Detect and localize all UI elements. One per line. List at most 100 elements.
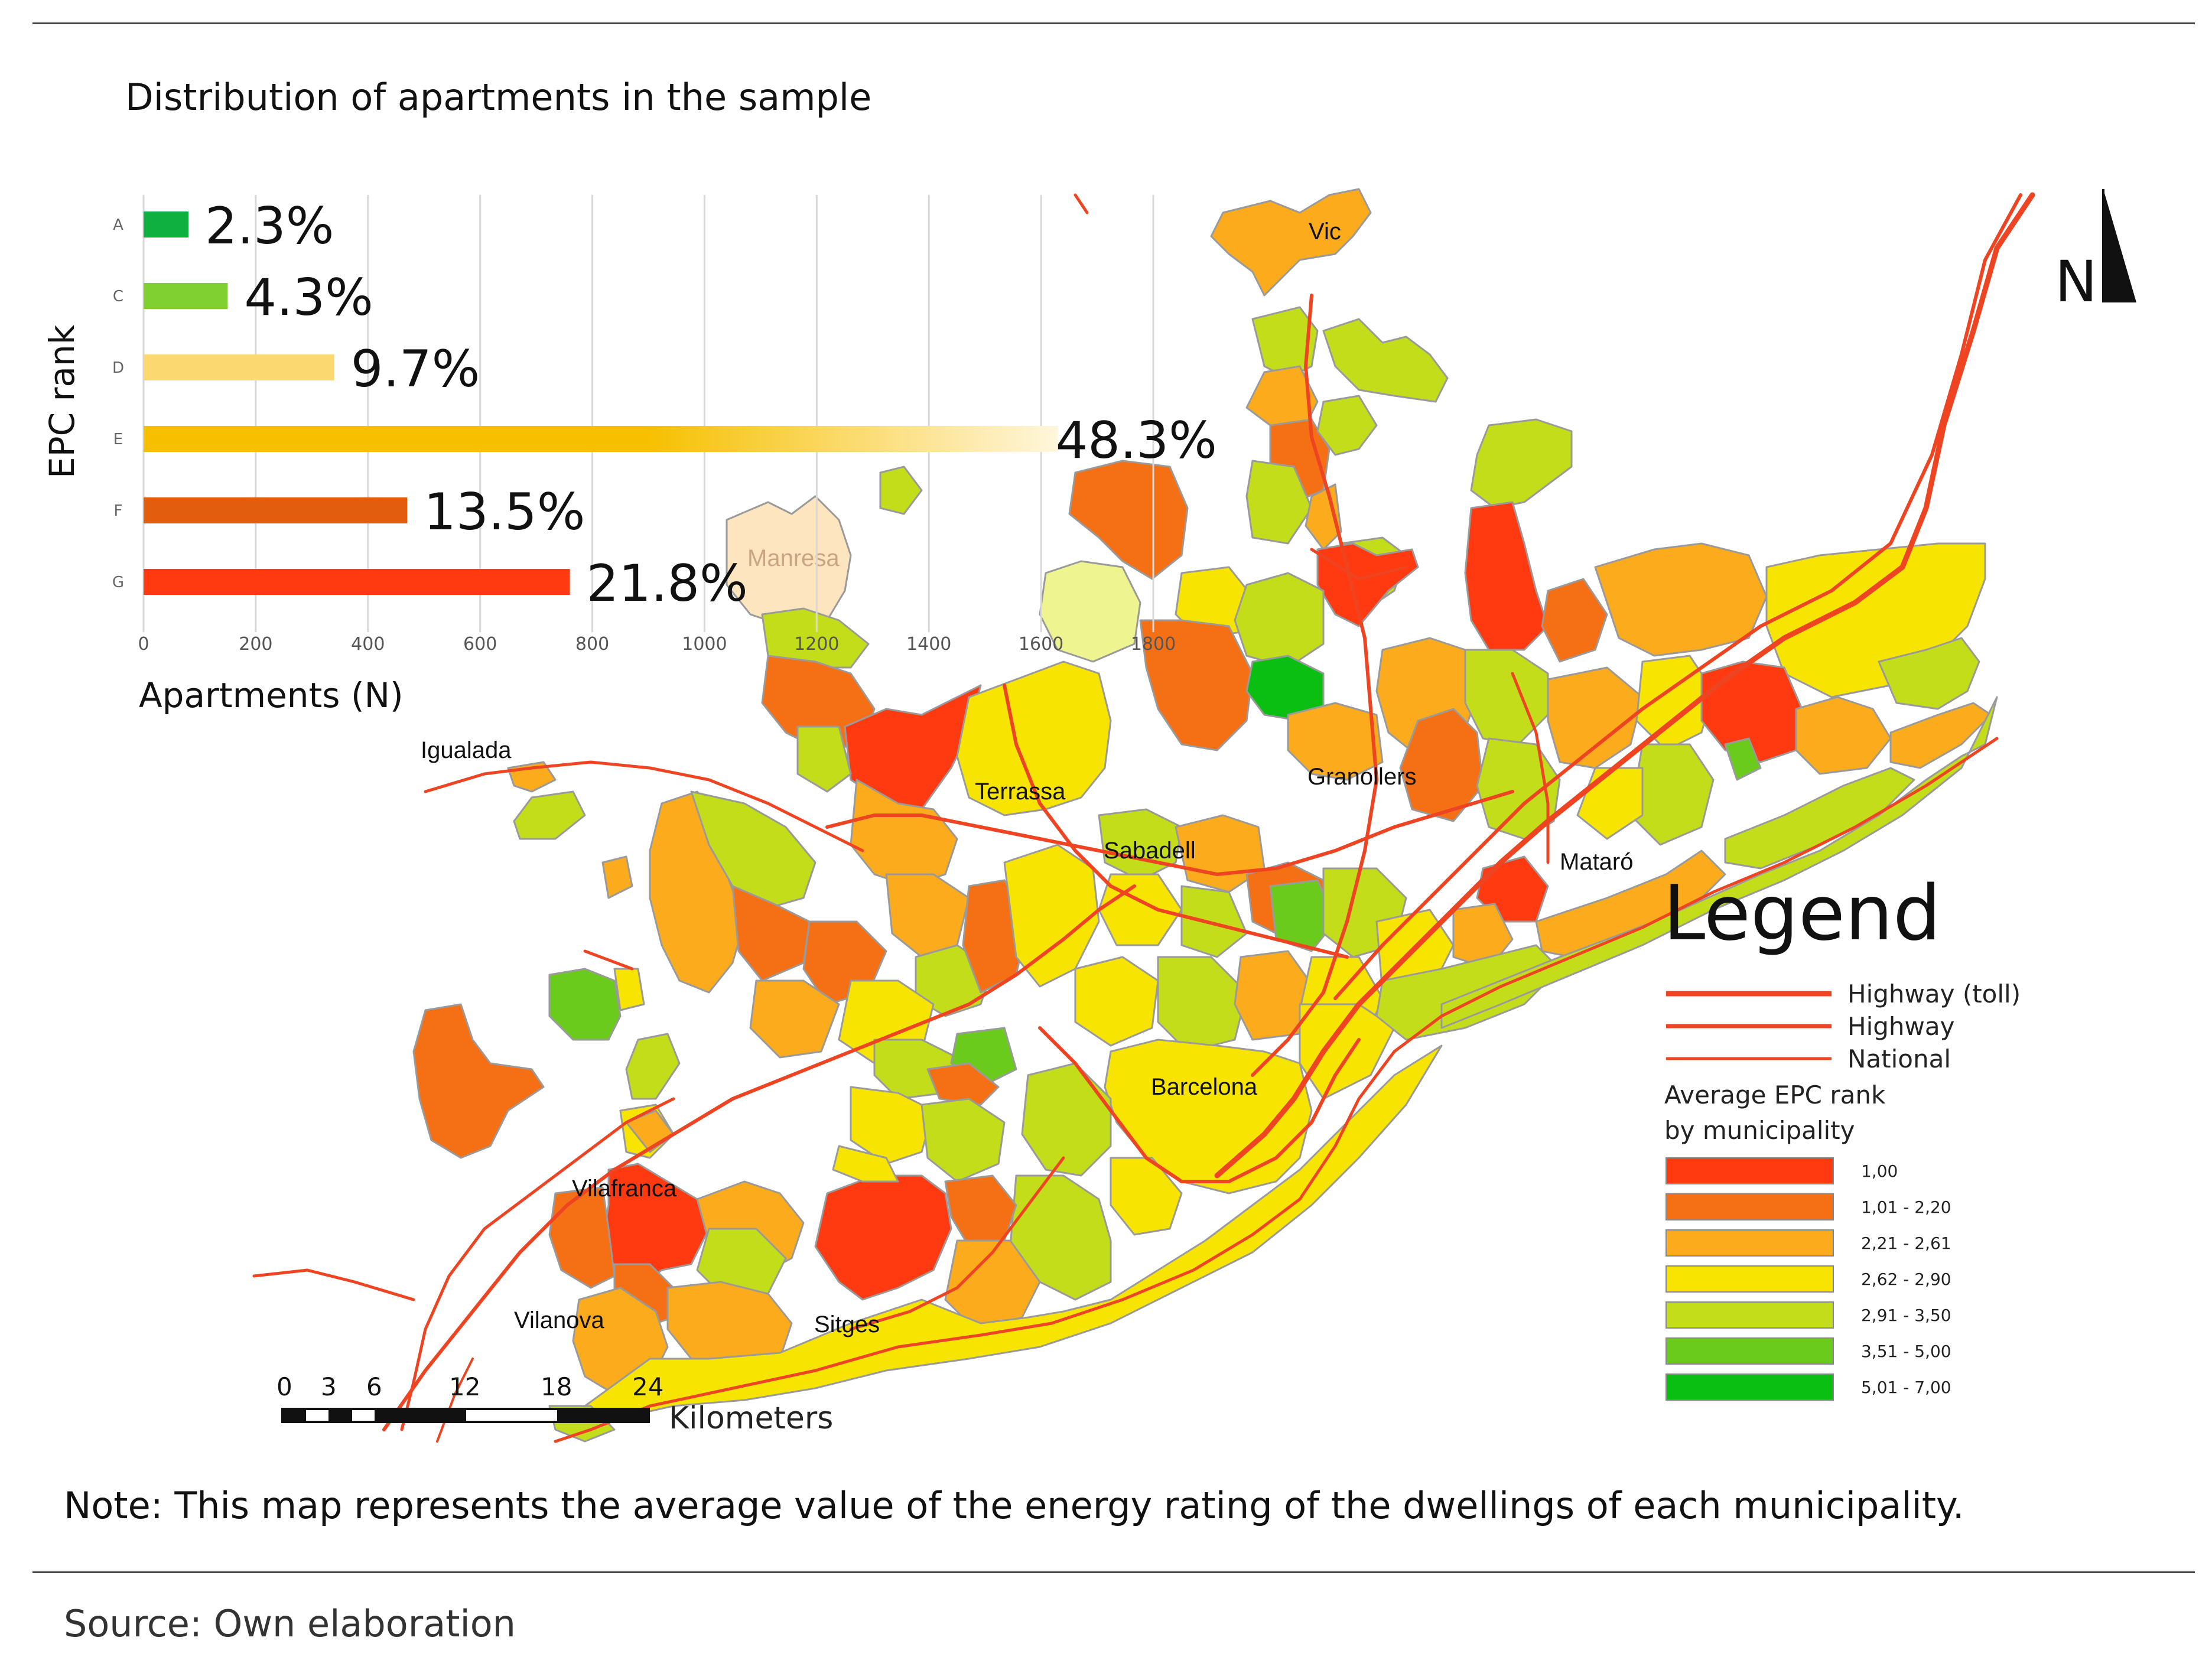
legend-class-label-2: 2,21 - 2,61 — [1861, 1233, 1951, 1253]
chart-percent-D: 9.7% — [351, 340, 480, 399]
municipality-c-3 — [796, 725, 852, 793]
municipality-mid-west-2 — [1039, 560, 1141, 663]
municipality-coast-ne-2 — [1724, 767, 1915, 870]
scale-seg-2 — [328, 1409, 352, 1422]
municipality-sw-8 — [832, 1145, 899, 1183]
city-label-barcelona: Barcelona — [1151, 1074, 1258, 1100]
chart-category-C: C — [113, 288, 123, 305]
chart-bar-F — [144, 497, 408, 523]
municipality-lone-2 — [879, 466, 923, 515]
chart-category-F: F — [114, 502, 123, 520]
legend-class-label-4: 2,91 - 3,50 — [1861, 1306, 1951, 1325]
municipality-north-2 — [1322, 318, 1449, 403]
municipality-west-1 — [601, 855, 633, 899]
chart-gridlines — [142, 195, 1154, 632]
scale-tick-0: 0 — [276, 1372, 292, 1401]
bar-chart: 0 200 400 600 800 1000 1200 1400 1600 1800 A C D E F G… — [42, 195, 1217, 715]
highway-vic — [1251, 294, 1378, 1077]
legend-class-list: 1,00 1,01 - 2,20 2,21 - 2,61 2,62 - 2,90 2,9… — [1665, 1157, 1951, 1401]
municipality-s-11 — [1157, 956, 1248, 1053]
municipality-polygons — [412, 188, 1998, 1443]
municipality-w-3 — [690, 790, 817, 911]
chart-x-tick-1200: 1200 — [794, 634, 839, 655]
municipality-s-6 — [1269, 879, 1336, 952]
scale-tick-12: 12 — [449, 1372, 480, 1401]
municipality-sw-5 — [920, 1098, 1006, 1183]
municipality-coast-ne-4 — [1440, 696, 1998, 1029]
city-label-manresa: Manresa — [747, 545, 840, 571]
municipality-west-5 — [625, 1033, 681, 1100]
legend-title: Legend — [1663, 870, 1941, 958]
chart-bar-A — [144, 211, 188, 237]
chart-category-A: A — [113, 216, 123, 234]
legend-class-swatch-4 — [1665, 1301, 1834, 1329]
legend-class-swatch-5 — [1665, 1337, 1834, 1365]
chart-percent-C: 4.3% — [244, 268, 373, 327]
municipality-ne-10 — [1878, 637, 1980, 710]
municipality-north-7 — [1305, 483, 1342, 551]
highway-coast-2 — [1333, 193, 2022, 1000]
north-arrow: N — [2055, 189, 2136, 315]
city-label-sitges: Sitges — [814, 1311, 880, 1337]
municipality-c-19 — [1724, 737, 1762, 781]
municipality-c-15 — [1795, 696, 1892, 775]
municipality-sw-4 — [850, 1086, 935, 1165]
legend-road-national: National — [1847, 1044, 1951, 1073]
national-west-short — [583, 949, 634, 971]
highway-terrassa — [825, 790, 1514, 876]
legend-class-swatch-1 — [1665, 1193, 1834, 1220]
chart-x-tick-800: 800 — [575, 634, 609, 655]
chart-x-tick-600: 600 — [463, 634, 497, 655]
municipality-ne-6 — [1234, 572, 1325, 669]
municipality-w-9 — [1003, 844, 1100, 988]
chart-x-tick-0: 0 — [138, 634, 149, 655]
map-legend: Legend Highway (toll) Highway National A… — [1663, 870, 2021, 1401]
municipality-coast-ne-3 — [1889, 702, 1992, 769]
chart-category-G: G — [112, 574, 124, 591]
municipality-c-17 — [1576, 767, 1644, 840]
municipality-ne-1 — [1470, 418, 1573, 509]
city-label-mataro: Mataró — [1560, 849, 1634, 875]
chart-x-tick-200: 200 — [239, 634, 272, 655]
municipality-ne-8 — [1594, 542, 1768, 657]
municipality-manresa — [726, 495, 852, 627]
scale-tick-18: 18 — [541, 1372, 572, 1401]
city-label-granollers: Granollers — [1307, 764, 1417, 790]
municipality-sitges-north — [814, 1174, 952, 1301]
chart-category-D: D — [112, 359, 124, 377]
national-mid — [1310, 548, 1408, 581]
national-cross — [1511, 672, 1550, 864]
chart-x-tick-1000: 1000 — [682, 634, 727, 655]
municipality-west-2 — [548, 968, 622, 1041]
city-label-sabadell: Sabadell — [1104, 838, 1196, 864]
chart-bar-C — [144, 283, 228, 309]
municipality-w-1 — [850, 779, 958, 887]
chart-x-tick-1400: 1400 — [906, 634, 951, 655]
municipality-sw-2 — [1110, 1157, 1183, 1236]
municipality-c-12 — [1547, 666, 1644, 769]
municipality-c-9 — [1464, 649, 1549, 746]
legend-class-label-1: 1,01 - 2,20 — [1861, 1197, 1951, 1217]
city-label-vic: Vic — [1309, 219, 1341, 245]
municipality-west-3 — [613, 968, 645, 1011]
municipality-igualada-2 — [513, 790, 586, 840]
chart-x-tick-400: 400 — [351, 634, 385, 655]
chart-percent-F: 13.5% — [424, 483, 585, 542]
chart-percent-A: 2.3% — [205, 197, 334, 256]
national-west — [252, 1268, 415, 1301]
municipality-north-1 — [1251, 306, 1319, 379]
chart-bar-E — [144, 426, 1058, 452]
chart-bars — [144, 211, 1058, 595]
city-labels: Vic Manresa Igualada Terrassa Sabadell G… — [421, 219, 1634, 1337]
chart-bar-G — [144, 569, 570, 595]
scale-unit: Kilometers — [669, 1401, 833, 1436]
municipality-s-4 — [1180, 885, 1248, 958]
highway-toll-coast — [1214, 192, 2035, 1179]
chart-percent-G: 21.8% — [587, 554, 748, 613]
national-north-1 — [1074, 193, 1089, 214]
figure-source: Source: Own elaboration — [64, 1602, 516, 1645]
municipality-c-13 — [1635, 655, 1715, 751]
city-label-igualada: Igualada — [421, 737, 512, 763]
highway-ap7-west — [382, 884, 1136, 1431]
municipality-c-4 — [956, 660, 1112, 816]
